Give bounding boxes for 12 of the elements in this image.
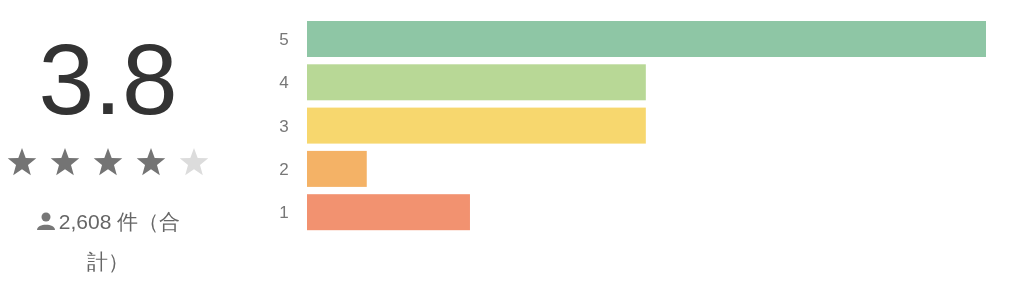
bar bbox=[307, 194, 470, 231]
y-tick-label: 3 bbox=[279, 116, 289, 136]
bar bbox=[307, 64, 646, 101]
bar bbox=[307, 21, 986, 57]
y-tick-label: 2 bbox=[279, 159, 289, 179]
chart-title: 3.8 bbox=[38, 23, 178, 135]
text: 2,608 件（合計） bbox=[58, 210, 181, 273]
y-tick-label: 1 bbox=[279, 203, 289, 223]
bar bbox=[307, 150, 367, 187]
y-tick-label: 5 bbox=[279, 30, 289, 49]
bar bbox=[307, 107, 646, 144]
y-tick-label: 4 bbox=[279, 73, 289, 93]
